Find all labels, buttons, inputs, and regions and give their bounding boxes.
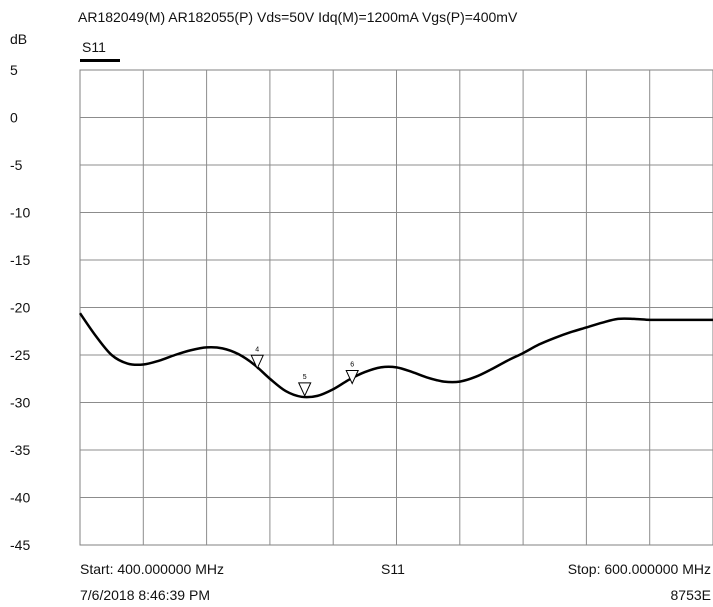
marker-triangle-4	[250, 354, 265, 370]
y-tick-label: -30	[10, 395, 30, 411]
y-tick-label: 5	[10, 62, 18, 78]
marker-label-5: 5	[303, 374, 307, 381]
series-line-s11	[78, 312, 713, 399]
chart-title: AR182049(M) AR182055(P) Vds=50V Idq(M)=1…	[78, 9, 518, 25]
y-tick-label: 0	[10, 110, 18, 126]
legend-line-swatch	[80, 59, 120, 62]
y-tick-label: -35	[10, 442, 30, 458]
y-tick-label: -5	[10, 157, 23, 173]
marker-triangle-6	[345, 370, 359, 385]
instrument-model: 8753E	[670, 587, 711, 603]
timestamp: 7/6/2018 8:46:39 PM	[80, 587, 210, 603]
y-axis-unit-label: dB	[10, 31, 28, 47]
y-tick-label: -10	[10, 205, 30, 221]
start-frequency: Start: 400.000000 MHz	[80, 561, 224, 577]
marker-triangle-5	[297, 382, 312, 398]
center-label: S11	[381, 561, 405, 577]
marker-label-4: 4	[255, 346, 259, 353]
legend-label: S11	[82, 39, 106, 55]
y-tick-label: -40	[10, 490, 30, 506]
y-tick-label: -20	[10, 300, 30, 316]
y-tick-label: -25	[10, 347, 30, 363]
y-tick-label: -45	[10, 537, 30, 553]
stop-frequency: Stop: 600.000000 MHz	[567, 561, 711, 577]
marker-label-6: 6	[350, 362, 354, 369]
y-tick-label: -15	[10, 252, 30, 268]
